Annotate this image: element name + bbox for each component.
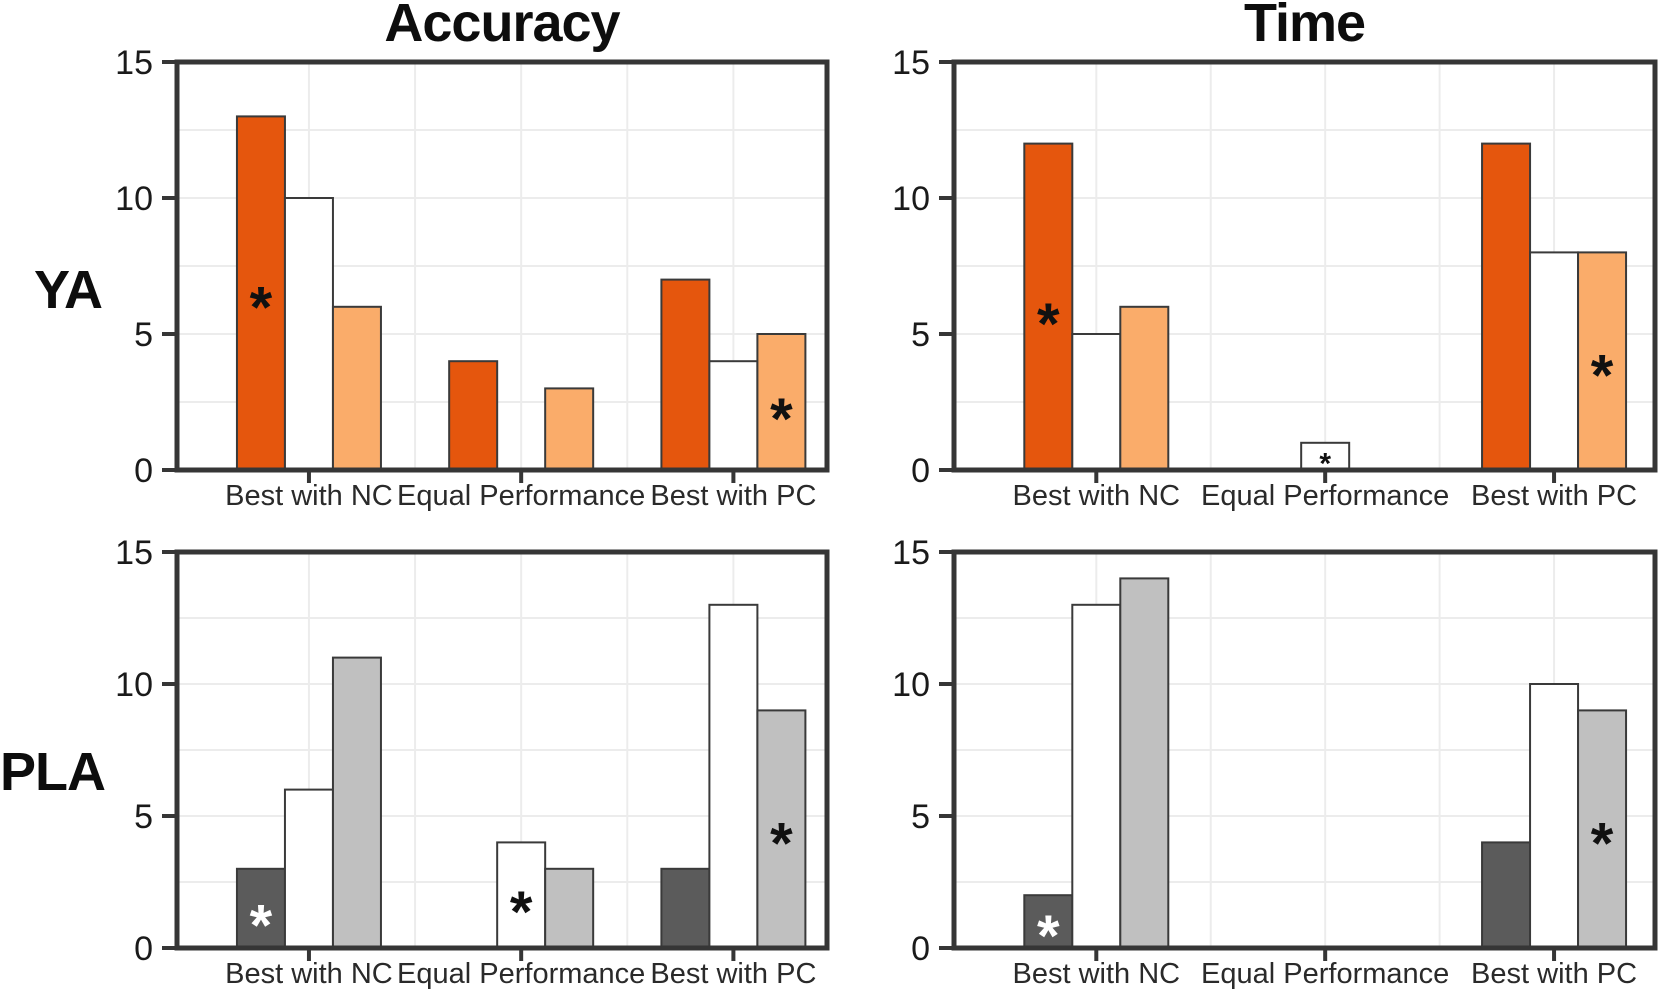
y-tick-label: 10 [115, 180, 153, 218]
bar-white-category2 [708, 360, 759, 472]
bar-light-gray-category2 [1577, 709, 1628, 949]
bar-white-category1 [496, 841, 547, 949]
x-category-label: Best with PC [1471, 480, 1637, 512]
y-tick-label: 15 [115, 534, 153, 572]
y-tick-label: 10 [892, 180, 930, 218]
y-tick-label: 10 [115, 666, 153, 704]
significance-asterisk: * [1037, 292, 1060, 357]
bar-white-category0 [283, 197, 334, 471]
bar-light-orange-category0 [1119, 305, 1170, 471]
x-category-label: Best with NC [225, 958, 393, 990]
x-category-label: Equal Performance [397, 958, 645, 990]
panel-border [951, 59, 1658, 473]
x-category-label: Best with PC [650, 480, 816, 512]
chart-pla-accuracy: 0 5 10 15 Best with NC Equal Performance Best … [115, 534, 830, 990]
x-category-label: Best with NC [1012, 958, 1180, 990]
significance-asterisk: * [770, 811, 793, 876]
bar-white-category2 [1529, 251, 1580, 471]
bar-chart-pla-time: 0 5 10 15 Best with NC Equal Performance Best … [892, 534, 1658, 990]
significance-asterisk: * [510, 880, 533, 945]
x-category-label: Best with NC [225, 480, 393, 512]
y-tick-label: 15 [892, 44, 930, 82]
y-tick-label: 5 [911, 316, 930, 354]
bar-dark-orange-category0 [1023, 142, 1074, 471]
bar-chart-pla-accuracy: 0 5 10 15 Best with NC Equal Performance Best … [115, 534, 830, 990]
x-category-label: Equal Performance [1201, 958, 1449, 990]
y-tick-label: 10 [892, 666, 930, 704]
y-tick-label: 5 [134, 798, 153, 836]
y-tick-label: 0 [911, 930, 930, 968]
bar-dark-orange-category2 [660, 278, 711, 471]
panel-border [951, 549, 1658, 951]
column-title-time: Time [1243, 0, 1366, 53]
significance-asterisk: * [1591, 344, 1614, 409]
bar-light-orange-category1 [544, 387, 595, 471]
y-tick-label: 5 [134, 316, 153, 354]
y-tick-label: 0 [134, 452, 153, 490]
chart-pla-time: 0 5 10 15 Best with NC Equal Performance Best … [892, 534, 1658, 990]
panel-border [174, 549, 830, 951]
significance-asterisk: * [250, 893, 273, 958]
x-category-label: Equal Performance [1201, 480, 1449, 512]
bar-white-category0 [1071, 333, 1122, 471]
row-label-ya: YA [33, 260, 103, 320]
bar-white-category1 [1300, 441, 1351, 471]
row-label-pla: PLA [0, 742, 106, 802]
bar-chart-ya-accuracy: 0 5 10 15 Best with NC Equal Performance Best … [115, 44, 830, 512]
significance-asterisk: * [1591, 811, 1614, 876]
bar-chart-ya-time: 0 5 10 15 Best with NC Equal Performance Best … [892, 44, 1658, 512]
y-tick-label: 0 [134, 930, 153, 968]
x-category-label: Best with NC [1012, 480, 1180, 512]
chart-ya-time: 0 5 10 15 Best with NC Equal Performance Best … [892, 44, 1658, 512]
bar-white-category2 [1529, 683, 1580, 949]
bar-white-category2 [708, 603, 759, 950]
bar-light-gray-category0 [331, 656, 382, 949]
bar-dark-orange-category2 [1481, 142, 1532, 471]
significance-asterisk: * [1037, 904, 1060, 969]
bar-white-category0 [1071, 603, 1122, 950]
significance-asterisk: * [250, 276, 273, 341]
x-category-label: Best with PC [650, 958, 816, 990]
significance-asterisk: * [1319, 448, 1331, 481]
bar-light-orange-category2 [1577, 251, 1628, 471]
significance-asterisk: * [770, 387, 793, 452]
chart-ya-accuracy: 0 5 10 15 Best with NC Equal Performance Best … [115, 44, 830, 512]
bar-light-gray-category1 [544, 867, 595, 949]
bar-dark-gray-category0 [235, 867, 286, 949]
bar-light-gray-category2 [756, 709, 807, 949]
bar-dark-orange-category1 [448, 360, 499, 472]
bar-white-category0 [283, 788, 334, 949]
column-title-accuracy: Accuracy [384, 0, 620, 53]
panel-border [174, 59, 830, 473]
y-tick-label: 15 [115, 44, 153, 82]
x-category-label: Equal Performance [397, 480, 645, 512]
x-category-label: Best with PC [1471, 958, 1637, 990]
y-tick-label: 0 [911, 452, 930, 490]
bar-dark-gray-category2 [1481, 841, 1532, 949]
bar-dark-gray-category2 [660, 867, 711, 949]
bar-light-orange-category0 [331, 305, 382, 471]
y-tick-label: 15 [892, 534, 930, 572]
y-tick-label: 5 [911, 798, 930, 836]
bar-light-gray-category0 [1119, 577, 1170, 950]
